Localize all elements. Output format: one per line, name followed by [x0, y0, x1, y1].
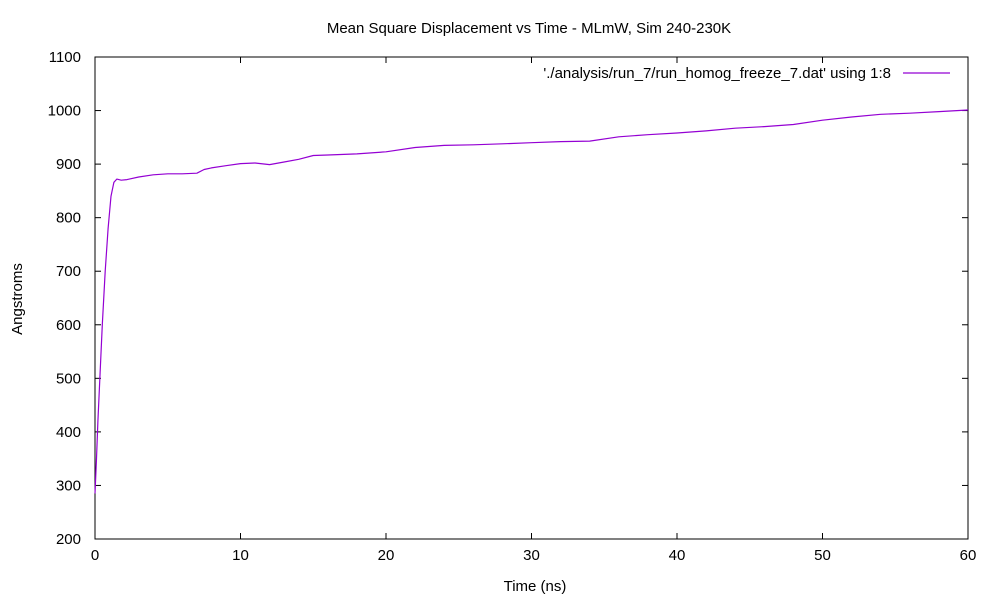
legend: './analysis/run_7/run_homog_freeze_7.dat…: [543, 65, 950, 82]
y-tick-label: 900: [56, 156, 81, 173]
x-tick-label: 0: [91, 547, 99, 564]
x-tick-label: 50: [814, 547, 831, 564]
y-tick-label: 1100: [49, 49, 81, 66]
x-tick-label: 60: [960, 547, 977, 564]
x-tick-label: 20: [378, 547, 395, 564]
y-tick-label: 700: [56, 263, 81, 280]
y-tick-label: 200: [56, 531, 81, 548]
x-axis-ticks: 0 10 20 30 40 50 60: [91, 57, 977, 564]
y-tick-label: 600: [56, 317, 81, 334]
y-tick-label: 800: [56, 210, 81, 227]
x-tick-label: 40: [669, 547, 686, 564]
y-tick-label: 300: [56, 477, 81, 494]
x-tick-label: 10: [232, 547, 249, 564]
y-axis-label: Angstroms: [9, 263, 26, 335]
y-axis-ticks: 200 300 400 500 600 700 800 900 1000 1100: [48, 49, 968, 548]
y-tick-label: 500: [56, 370, 81, 387]
y-tick-label: 1000: [48, 103, 81, 120]
legend-label: './analysis/run_7/run_homog_freeze_7.dat…: [543, 65, 891, 82]
x-tick-label: 30: [523, 547, 540, 564]
y-tick-label: 400: [56, 424, 81, 441]
series-line: [94, 109, 969, 494]
x-axis-label: Time (ns): [504, 578, 567, 595]
plot-frame: [94, 56, 969, 540]
chart-title: Mean Square Displacement vs Time - MLmW,…: [327, 20, 731, 37]
